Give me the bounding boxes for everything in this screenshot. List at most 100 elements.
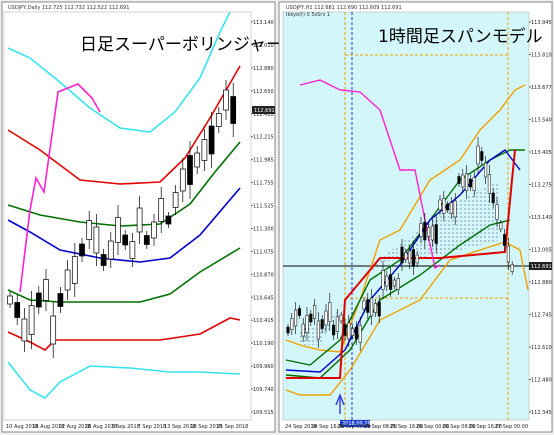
candle [457,176,461,184]
date-label: 25 Sep 2018 [217,424,249,430]
candle [370,297,374,317]
price-label: 110.190 [253,341,274,347]
price-label: 110.645 [253,295,274,301]
candle [495,204,499,220]
price-label: 113.677 [531,85,552,91]
date-label: 24 Sep 16:00 [311,424,344,430]
candle [324,310,328,326]
candle [389,274,393,290]
candle [343,324,347,336]
candle [107,240,114,260]
candle [499,222,503,230]
candle [136,207,143,233]
arrow [335,392,345,414]
left-header: USDJPY,Daily 112.725 112.732 112.522 112… [8,5,129,11]
candle [201,139,208,161]
date-label: 28 Aug 2018 [85,424,117,430]
date-label: 25 Sep 08:00 [364,424,397,430]
candle [86,220,93,240]
left-candles [7,80,237,358]
candle [377,301,381,317]
candle [423,221,427,241]
candle [472,177,476,191]
candle [491,192,495,204]
price-label: 109.960 [253,364,274,370]
price-label: 113.140 [253,20,274,26]
candle [465,173,469,191]
candle [320,319,324,329]
candle [415,254,419,264]
date-label: 26 Sep 08:00 [442,424,475,430]
candle [442,198,446,214]
candle [79,243,85,257]
price-marker [529,262,552,270]
candle [351,328,355,336]
right-candles [286,137,514,351]
price-label: 109.740 [253,387,274,393]
price-label: 111.075 [253,249,274,255]
candle [7,295,13,305]
price-label: 111.300 [253,226,274,232]
date-label: 27 Sep 00:00 [495,424,528,430]
candle [400,246,404,264]
date-label: 3 Sep 2018 [111,424,140,430]
date-label: 10 Aug 2018 [6,424,38,430]
candle [347,322,351,340]
candle [461,174,465,188]
candle [316,320,320,340]
candle [50,315,57,345]
price-marker [252,106,275,114]
candle [158,198,165,222]
candle [339,314,343,322]
date-label: 26 Sep 16:00 [469,424,502,430]
price-label: 112.880 [253,66,274,72]
candle [358,325,362,343]
cloud [300,180,500,345]
candle [305,315,309,333]
price-label: 111.985 [253,158,274,164]
price-label: 112.345 [531,410,552,416]
candle [71,256,78,284]
candle [480,151,484,161]
candle [230,96,237,124]
candle [297,308,301,316]
candle [411,249,415,267]
left-plot [3,11,252,421]
candle [64,269,71,291]
candle [290,318,294,330]
price-label: 113.140 [531,215,552,221]
candle [392,279,396,287]
candle [335,316,339,332]
candle [468,178,472,188]
candle [373,303,377,313]
time-marker [340,420,370,427]
candle [419,223,423,237]
candle [484,162,488,178]
candle [309,313,313,323]
candle [362,300,366,310]
right-header: USDJPY,H1 112.681 112.690 112.609 112.69… [286,5,402,11]
candle [35,292,42,308]
price-label: 112.480 [531,378,552,384]
candle [172,192,179,208]
candle [487,174,491,194]
price-label: 112.745 [531,313,552,319]
candle [301,323,305,337]
candle [14,302,21,318]
date-label: 24 Sep 2018 [285,424,317,430]
candle [430,225,434,241]
date-label: 25 Sep 00:00 [337,424,370,430]
date-label: 25 Sep 16:00 [390,424,423,430]
candle [408,250,412,264]
price-label: 112.610 [531,345,552,351]
candle [165,215,172,225]
candle [476,145,480,165]
candle [506,245,510,263]
price-label: 110.870 [253,272,274,278]
candle [453,200,457,218]
candle [179,168,186,192]
candle [385,275,389,287]
candle [122,234,129,246]
date-label: 19 Sep 2018 [190,424,222,430]
